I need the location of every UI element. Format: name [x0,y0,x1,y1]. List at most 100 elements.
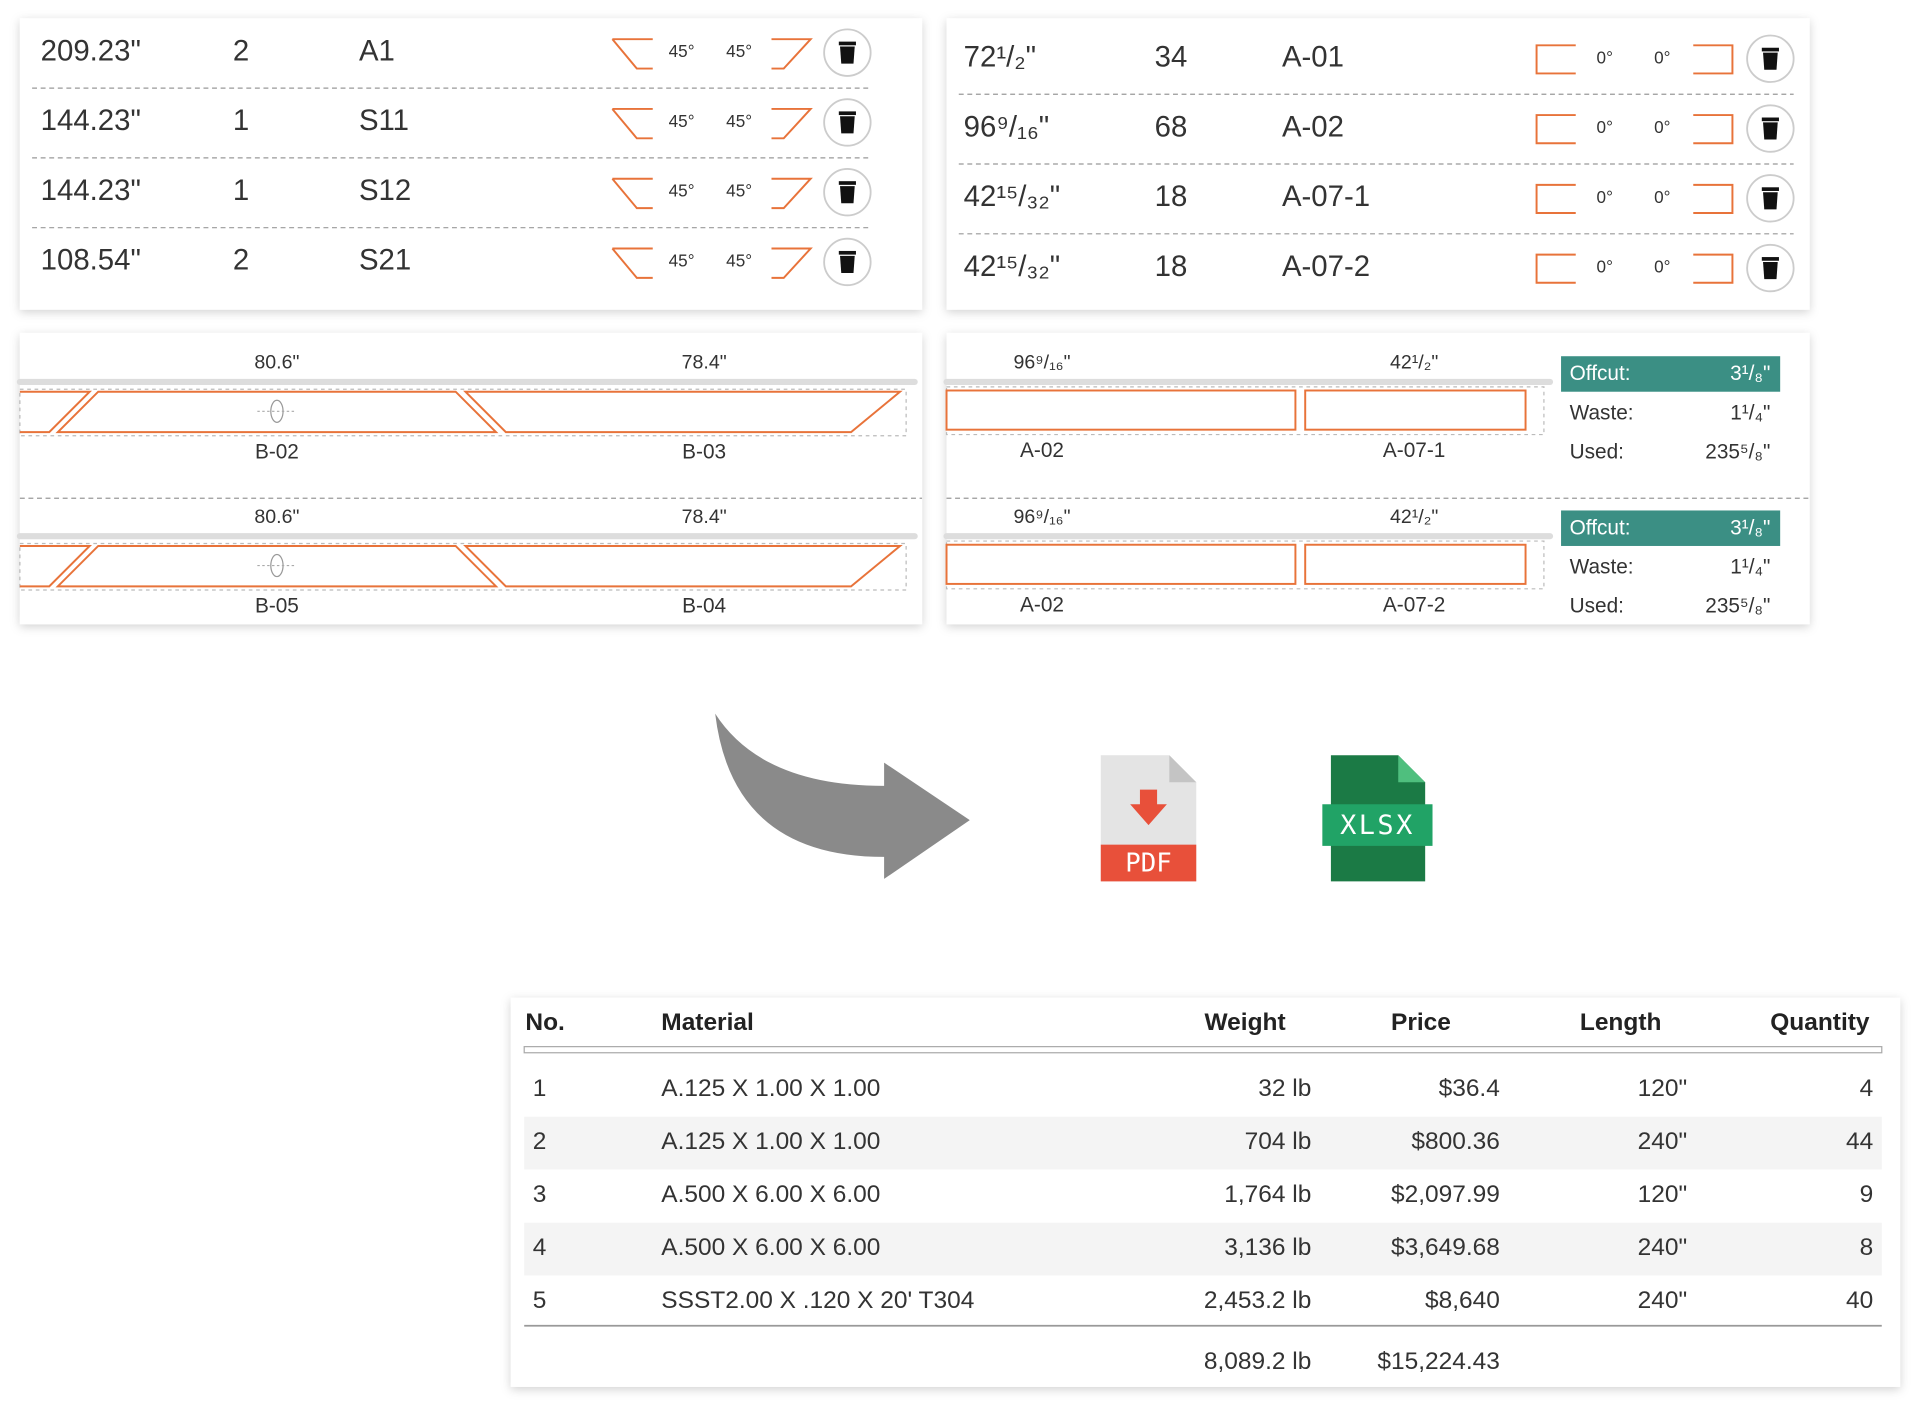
piece [1304,389,1527,431]
angle-icon [1535,44,1576,75]
angle-right: 0° [1654,47,1670,67]
table-cell: $36.4 [1439,1075,1500,1102]
trash-lid [838,41,856,46]
trash-lid [1761,187,1779,191]
part-label: A-07-1 [1282,180,1370,213]
trash-body [840,116,855,134]
angle-left: 45° [669,41,695,61]
waste-label: Waste: [1570,401,1634,424]
quantity: 34 [1155,41,1188,74]
part-label: B-04 [682,595,726,618]
used-label: Used: [1570,595,1624,618]
table-cell: 40 [1846,1287,1873,1314]
offcut-value: 3¹/₈" [1730,362,1770,385]
row-stripe [524,1222,1882,1276]
part-label: A-02 [1020,439,1064,462]
xlsx-fold [1398,755,1426,783]
quantity: 18 [1155,180,1188,213]
part-label: B-03 [682,440,726,463]
row-stripe [524,1116,1882,1170]
part-label: S12 [359,174,411,207]
part-label: A-07-2 [1383,593,1445,616]
pdf-arrow [1130,789,1167,826]
table-cell: A.500 X 6.00 X 6.00 [661,1234,880,1261]
angle-icon [771,38,813,70]
trash-body [1763,192,1778,210]
quantity: 2 [233,34,249,67]
quantity: 1 [233,104,249,137]
panel [19,18,923,310]
waste-value: 1¹/₄" [1730,556,1770,579]
trash-body [840,186,855,204]
angle-left: 45° [669,111,695,131]
angle-icon [611,177,653,210]
table-cell: $800.36 [1411,1128,1499,1155]
used-label: Used: [1570,440,1624,463]
dimension: 96⁹/₁₆" [1013,506,1070,528]
dimension: 96⁹/₁₆" [1013,352,1070,374]
trash-lid [838,250,856,255]
dimension: 78.4" [682,506,727,528]
angle-right: 45° [726,41,752,61]
angle-icon [611,38,653,70]
table-cell: 240" [1638,1128,1688,1155]
used-value: 235⁵/₈" [1705,440,1770,463]
angle-right: 0° [1654,257,1670,277]
table-cell: 3 [533,1181,547,1208]
angle-icon [1535,253,1576,284]
part-label: B-02 [255,440,299,463]
offcut-label: Offcut: [1570,516,1631,539]
panel [19,332,923,625]
table-cell: A.125 X 1.00 X 1.00 [661,1128,880,1155]
angle-icon [611,247,653,279]
table-cell: 2,453.2 lb [1204,1287,1311,1314]
stock-outline [19,542,907,591]
angle-icon [1535,183,1576,214]
angle-left: 0° [1597,187,1613,207]
angle-icon [1693,44,1734,75]
dimension: 42¹/₂" [1390,352,1438,374]
trash-body [840,255,855,273]
table-cell: 8 [1860,1234,1874,1261]
table-cell: A.500 X 6.00 X 6.00 [661,1181,880,1208]
table-cell: A.125 X 1.00 X 1.00 [661,1075,880,1102]
piece [945,389,1297,431]
table-cell: 2 [533,1128,547,1155]
pdf-band [1100,844,1197,882]
angle-icon [1693,114,1734,145]
length: 144.23" [41,104,141,137]
angle-icon [1693,253,1734,284]
piece [1304,543,1527,585]
table-header: No. [525,1009,564,1036]
length: 144.23" [41,174,141,207]
table-cell: $3,649.68 [1391,1234,1500,1261]
header-rule [523,1046,1883,1054]
part-label: A-07-1 [1383,439,1445,462]
angle-right: 45° [726,250,752,270]
table-cell: 4 [533,1234,547,1261]
pdf-label: PDF [1125,849,1171,879]
table-cell: 1,764 lb [1224,1181,1311,1208]
length: 96⁹/₁₆" [964,110,1050,143]
piece [19,544,93,588]
piece [463,544,903,588]
trash-lid [1761,117,1779,122]
part-label: B-05 [255,595,299,618]
trash-body [1763,122,1778,140]
trash-lid [838,181,856,185]
angle-icon [771,107,813,140]
quantity: 18 [1155,250,1188,283]
piece [945,543,1297,585]
table-cell: 9 [1860,1181,1874,1208]
angle-left: 45° [669,250,695,270]
angle-left: 45° [669,181,695,201]
table-header: Material [661,1009,753,1036]
table-header: Weight [1205,1009,1286,1036]
angle-left: 0° [1597,117,1613,137]
piece [55,544,499,588]
offcut-value: 3¹/₈" [1730,516,1770,539]
waste-label: Waste: [1570,556,1634,579]
table-cell: SSST2.00 X .120 X 20' T304 [661,1287,974,1314]
length: 209.23" [41,34,141,67]
